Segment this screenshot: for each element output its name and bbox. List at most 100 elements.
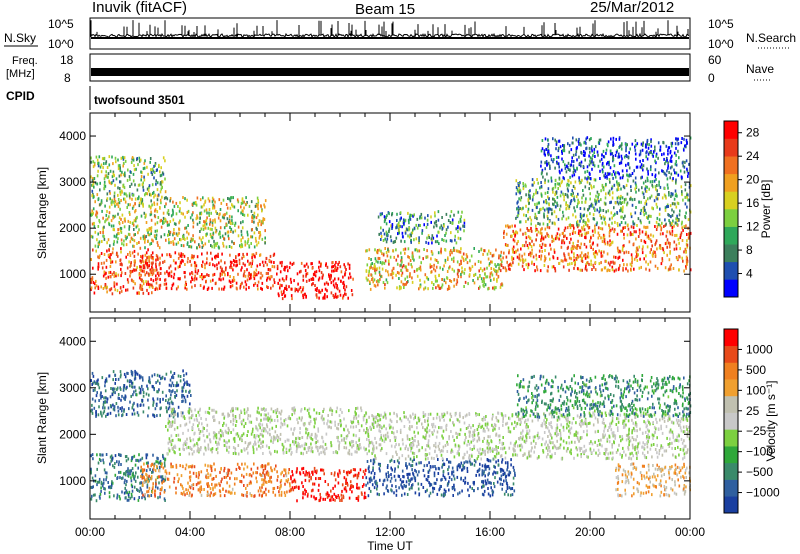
scatter-cell bbox=[143, 481, 146, 484]
scatter-cell bbox=[266, 263, 268, 267]
scatter-cell bbox=[404, 251, 406, 255]
scatter-cell bbox=[289, 484, 291, 488]
scatter-cell bbox=[128, 192, 131, 196]
scatter-cell bbox=[238, 258, 241, 262]
scatter-cell bbox=[117, 158, 119, 162]
scatter-cell bbox=[99, 393, 102, 397]
scatter-cell bbox=[604, 202, 607, 206]
scatter-cell bbox=[145, 235, 147, 238]
scatter-cell bbox=[539, 186, 541, 190]
scatter-cell bbox=[531, 183, 534, 187]
scatter-cell bbox=[175, 465, 178, 469]
scatter-cell bbox=[139, 268, 141, 272]
scatter-cell bbox=[610, 211, 613, 215]
scatter-cell bbox=[325, 262, 327, 266]
scatter-cell bbox=[558, 182, 560, 186]
scatter-cell bbox=[543, 152, 546, 156]
scatter-cell bbox=[672, 267, 675, 270]
scatter-cell bbox=[388, 230, 390, 234]
scatter-cell bbox=[600, 254, 603, 258]
scatter-cell bbox=[189, 259, 191, 263]
scatter-cell bbox=[205, 279, 207, 283]
scatter-cell bbox=[326, 265, 329, 269]
scatter-cell bbox=[648, 236, 650, 240]
scatter-cell bbox=[136, 188, 139, 192]
scatter-cell bbox=[107, 406, 110, 410]
scatter-cell bbox=[506, 260, 508, 264]
scatter-cell bbox=[368, 269, 370, 273]
scatter-cell bbox=[447, 258, 449, 261]
scatter-cell bbox=[505, 244, 508, 247]
scatter-cell bbox=[378, 248, 381, 252]
scatter-cell bbox=[179, 464, 181, 468]
scatter-cell bbox=[296, 499, 298, 503]
scatter-cell bbox=[166, 197, 169, 201]
scatter-cell bbox=[264, 480, 267, 484]
scatter-cell bbox=[340, 270, 343, 274]
scatter-cell bbox=[191, 213, 193, 217]
scatter-cell bbox=[344, 272, 346, 276]
scatter-cell bbox=[211, 245, 213, 249]
scatter-cell bbox=[470, 254, 473, 258]
scatter-cell bbox=[179, 201, 181, 205]
scatter-cell bbox=[335, 261, 337, 264]
scatter-cell bbox=[525, 193, 527, 197]
scatter-cell bbox=[117, 186, 119, 190]
scatter-cell bbox=[624, 214, 626, 218]
scatter-cell bbox=[594, 230, 596, 234]
scatter-cell bbox=[103, 253, 106, 256]
scatter-cell bbox=[530, 229, 533, 233]
scatter-cell bbox=[656, 216, 659, 220]
scatter-cell bbox=[549, 243, 551, 247]
scatter-cell bbox=[659, 145, 662, 149]
scatter-cell bbox=[160, 225, 163, 229]
scatter-cell bbox=[434, 269, 437, 273]
scatter-cell bbox=[125, 455, 128, 458]
scatter-cell bbox=[170, 270, 173, 274]
scatter-cell bbox=[195, 264, 198, 268]
scatter-cell bbox=[326, 289, 328, 293]
scatter-cell bbox=[391, 225, 394, 229]
scatter-cell bbox=[246, 494, 248, 498]
scatter-cell bbox=[416, 249, 419, 253]
scatter-cell bbox=[606, 162, 608, 166]
scatter-cell bbox=[529, 196, 531, 200]
scatter-cell bbox=[161, 185, 163, 189]
scatter-cell bbox=[120, 156, 123, 160]
scatter-cell bbox=[140, 255, 142, 258]
scatter-cell bbox=[643, 257, 645, 261]
scatter-cell bbox=[544, 200, 547, 204]
scatter-cell bbox=[209, 279, 212, 283]
scatter-cell bbox=[623, 198, 626, 202]
scatter-cell bbox=[268, 480, 270, 483]
scatter-cell bbox=[133, 268, 136, 272]
scatter-cell bbox=[597, 196, 599, 199]
scatter-cell bbox=[261, 494, 263, 498]
scatter-cell bbox=[140, 265, 142, 269]
scatter-cell bbox=[383, 261, 386, 265]
scatter-cell bbox=[430, 270, 433, 274]
scatter-cell bbox=[341, 489, 343, 493]
scatter-cell bbox=[160, 475, 162, 479]
scatter-cell bbox=[437, 230, 439, 234]
scatter-cell bbox=[540, 193, 543, 197]
scatter-cell bbox=[638, 200, 640, 204]
scatter-cell bbox=[423, 223, 425, 227]
scatter-cell bbox=[267, 489, 270, 493]
scatter-cell bbox=[245, 287, 247, 291]
scatter-cell bbox=[132, 172, 135, 176]
scatter-cell bbox=[337, 472, 339, 476]
scatter-cell bbox=[134, 389, 137, 393]
scatter-cell bbox=[412, 228, 414, 232]
scatter-cell bbox=[609, 201, 611, 205]
scatter-cell bbox=[227, 490, 230, 494]
scatter-cell bbox=[155, 182, 157, 186]
scatter-cell bbox=[632, 179, 635, 183]
scatter-cell bbox=[610, 137, 612, 141]
scatter-cell bbox=[674, 202, 676, 206]
scatter-cell bbox=[381, 267, 384, 271]
scatter-cell bbox=[664, 172, 666, 176]
scatter-cell bbox=[181, 395, 183, 399]
scatter-cell bbox=[95, 279, 97, 283]
scatter-cell bbox=[225, 245, 228, 249]
